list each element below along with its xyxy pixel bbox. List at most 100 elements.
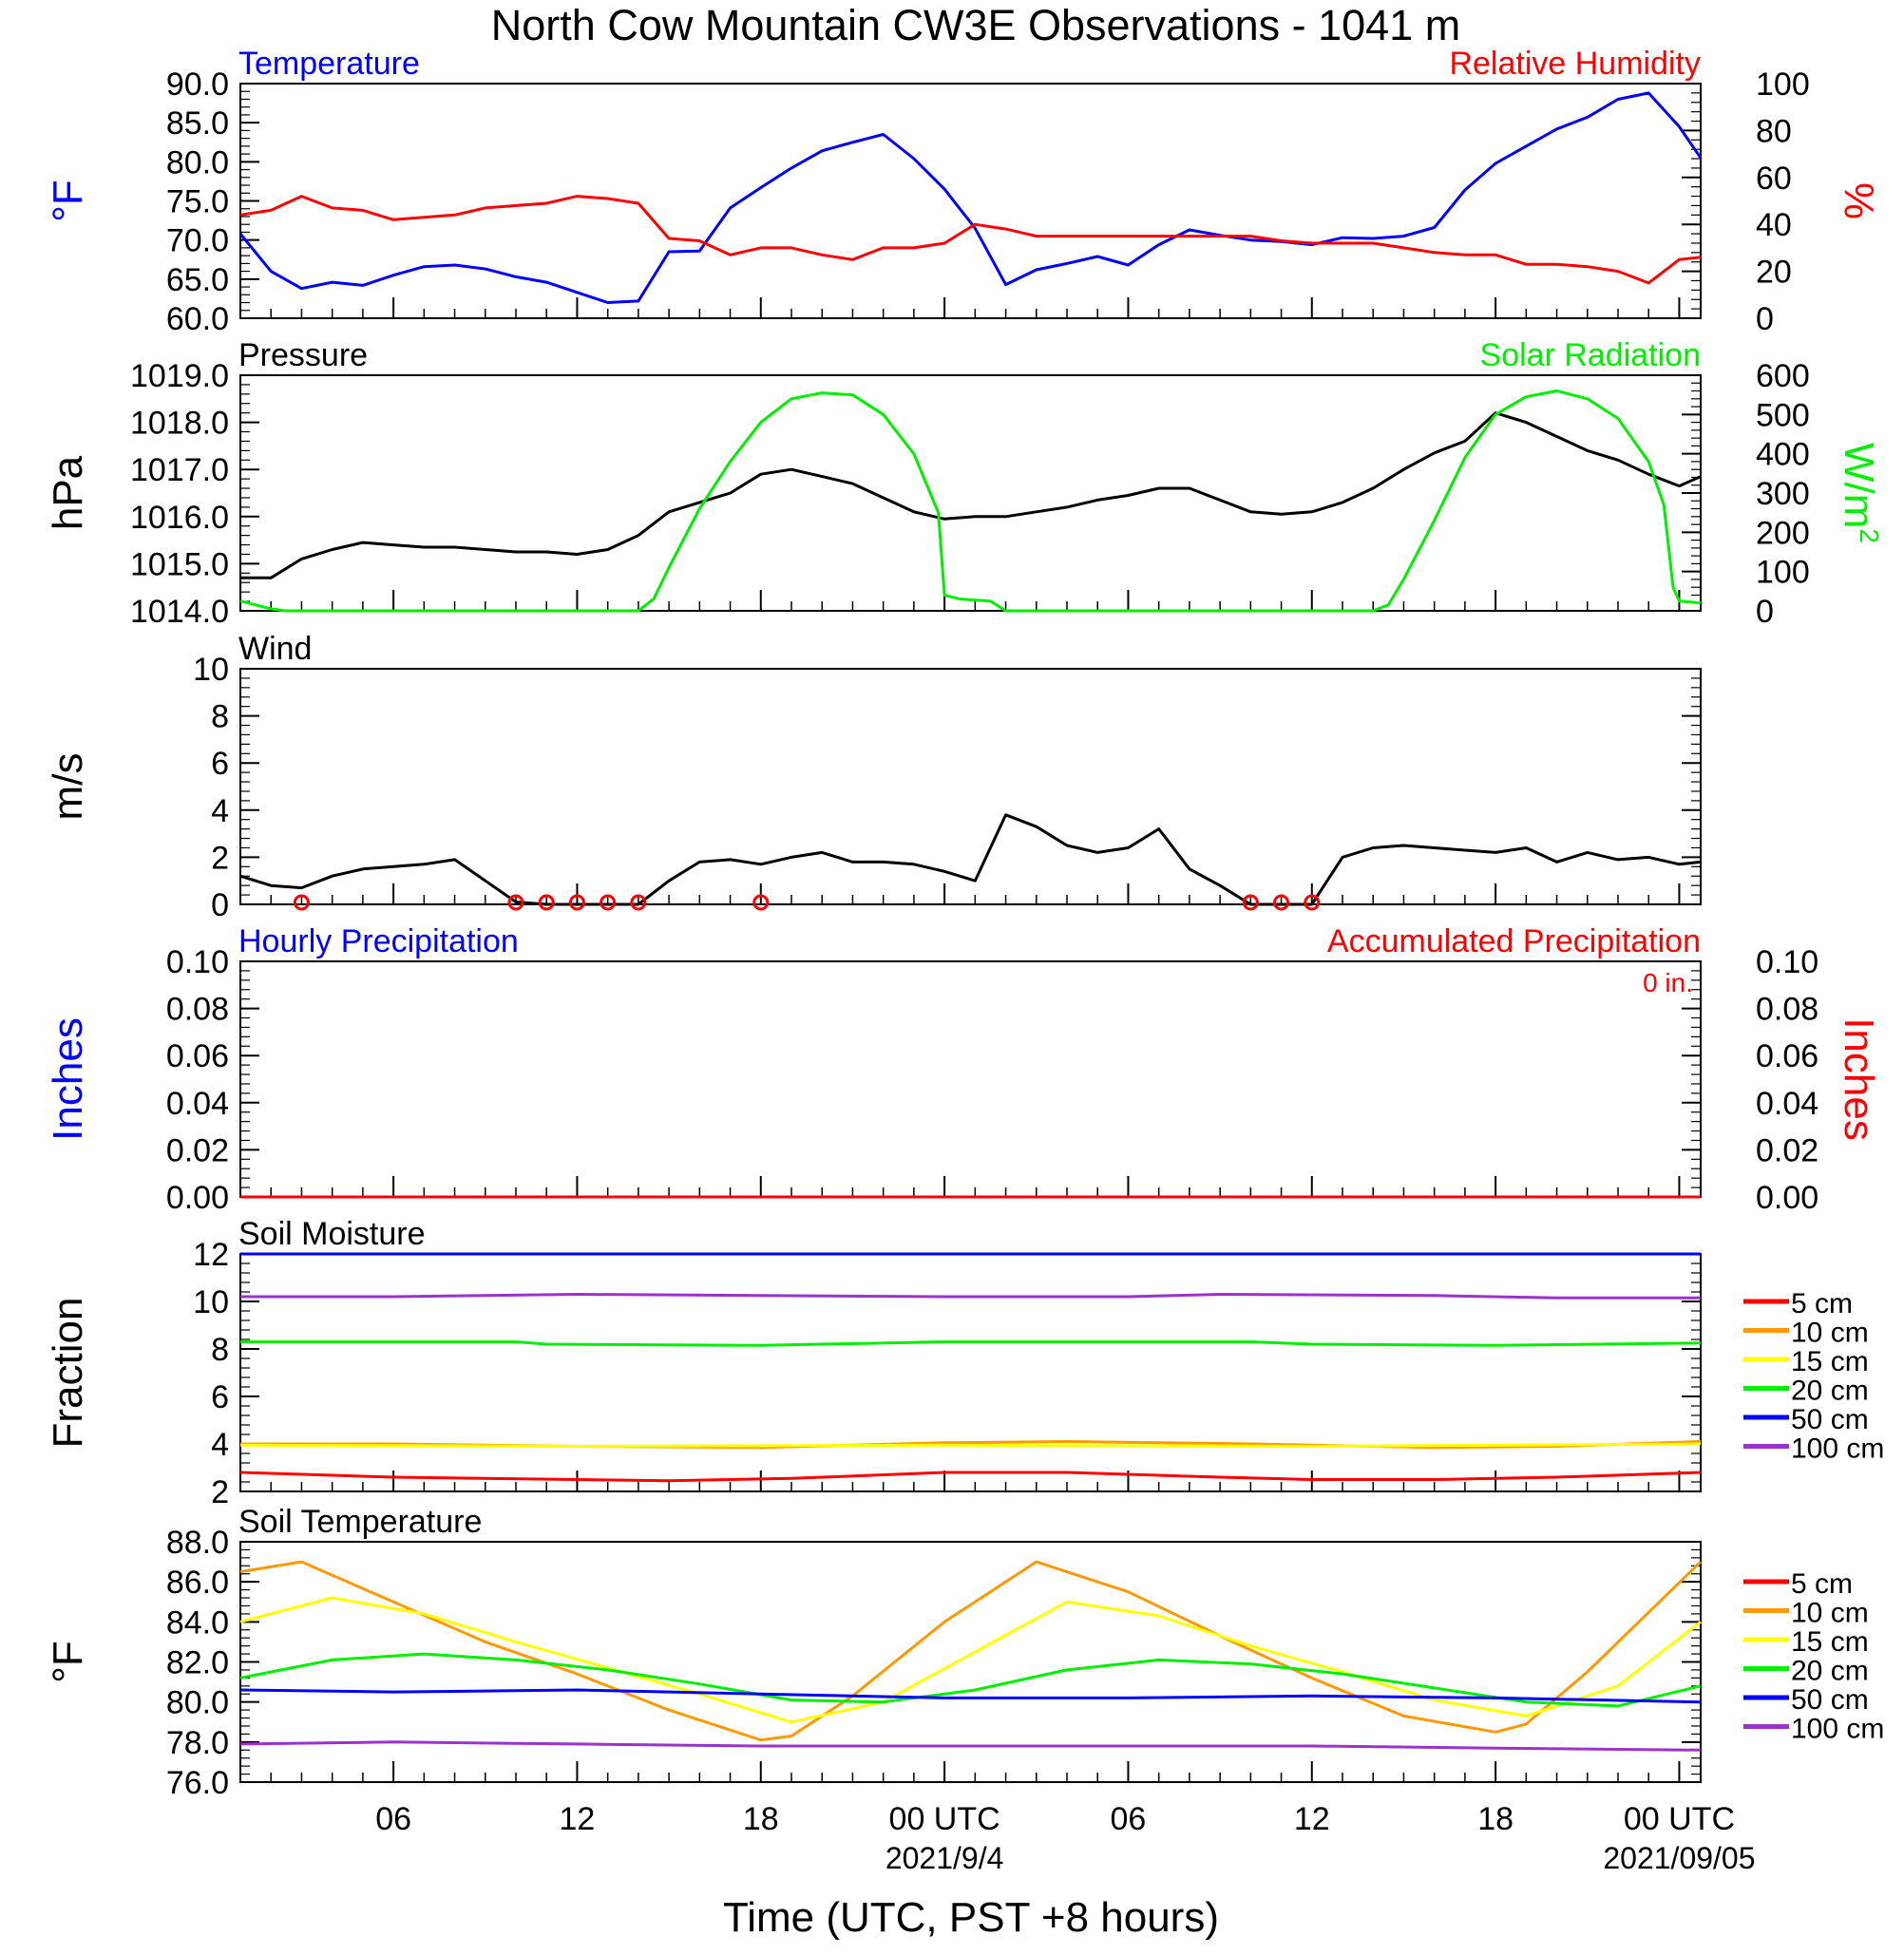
panel-frame <box>239 960 1702 1198</box>
y-tick-label: 10 <box>193 1284 229 1320</box>
y-tick-label: 80.0 <box>166 1685 229 1721</box>
series-line-100-cm <box>240 1293 1701 1300</box>
y-tick-label: 75.0 <box>166 184 229 220</box>
y-tick-label: 1014.0 <box>130 594 229 630</box>
y-tick-label: 0.08 <box>166 992 229 1028</box>
series-line-100-cm <box>239 1740 1702 1752</box>
x-tick-label: 12 <box>560 1801 596 1837</box>
calm-marker <box>752 894 770 911</box>
y-tick-label: 10 <box>193 652 229 688</box>
y-tick-label-right: 0 <box>1756 301 1774 337</box>
y-tick-label: 85.0 <box>166 105 229 142</box>
y-tick-label: 84.0 <box>166 1604 229 1641</box>
y-tick-label-right: 100 <box>1756 66 1810 103</box>
series-line-10-cm <box>239 1560 1703 1742</box>
series-line-solar-radiation <box>239 389 1702 613</box>
panel-title-left: Soil Temperature <box>238 1504 482 1540</box>
series-line-15-cm <box>239 1442 1702 1448</box>
calm-marker <box>507 894 524 911</box>
panel-annotation: 0 in. <box>1643 968 1693 997</box>
y-tick-label: 0.10 <box>166 944 229 980</box>
legend-label: 5 cm <box>1791 1288 1853 1319</box>
y-tick-label-right: 600 <box>1756 358 1810 394</box>
series-line-temperature <box>238 91 1703 304</box>
y-axis-label-left: Inches <box>45 1017 91 1141</box>
panel-title-left: Pressure <box>238 337 368 373</box>
panel-frame <box>239 83 1702 319</box>
calm-marker <box>1273 894 1290 911</box>
x-tick-label: 00 UTC <box>1624 1801 1735 1837</box>
y-tick-label: 4 <box>211 793 229 829</box>
y-tick-label-right: 40 <box>1756 207 1792 243</box>
y-tick-label: 82.0 <box>166 1645 229 1681</box>
panel-title-left: Temperature <box>238 46 420 82</box>
y-tick-label: 0.00 <box>166 1180 229 1216</box>
y-tick-label: 2 <box>211 840 229 876</box>
y-tick-label: 65.0 <box>166 262 229 298</box>
legend-label: 50 cm <box>1791 1404 1869 1435</box>
x-date-label: 2021/09/05 <box>1603 1841 1755 1875</box>
y-axis-label-right: Inches <box>1836 1017 1882 1141</box>
y-tick-label: 80.0 <box>166 144 229 180</box>
series-line-50-cm <box>239 1688 1702 1704</box>
y-tick-label: 0.02 <box>166 1132 229 1168</box>
y-tick-label: 6 <box>211 746 229 782</box>
y-tick-label-right: 0.06 <box>1756 1038 1818 1074</box>
y-axis-label-right: % <box>1836 182 1882 219</box>
calm-marker <box>568 894 585 911</box>
y-tick-label: 88.0 <box>166 1525 229 1561</box>
panel-title-left: Hourly Precipitation <box>238 923 519 959</box>
x-axis-label: Time (UTC, PST +8 hours) <box>723 1894 1219 1941</box>
series-line-5-cm <box>239 1471 1702 1483</box>
panel-title-left: Soil Moisture <box>238 1216 426 1252</box>
calm-marker <box>1304 894 1321 911</box>
calm-marker <box>1242 894 1259 911</box>
legend-label: 10 cm <box>1791 1318 1869 1349</box>
y-axis-label-left: m/s <box>45 753 91 821</box>
series-line-20-cm <box>239 1652 1702 1708</box>
y-tick-label: 1017.0 <box>130 452 229 488</box>
y-tick-label: 2 <box>211 1474 229 1510</box>
calm-marker <box>630 894 647 911</box>
chart-title: North Cow Mountain CW3E Observations - 1… <box>491 1 1460 49</box>
panel-title-left: Wind <box>238 631 312 667</box>
legend-label: 15 cm <box>1791 1626 1869 1658</box>
y-tick-label-right: 200 <box>1756 515 1810 551</box>
y-axis-label-left: Fraction <box>45 1298 91 1449</box>
panel-title-right: Solar Radiation <box>1480 337 1701 373</box>
y-tick-label: 1015.0 <box>130 546 229 582</box>
y-tick-label-right: 80 <box>1756 113 1792 149</box>
y-tick-label-right: 400 <box>1756 437 1810 473</box>
y-axis-label-left: hPa <box>45 455 91 530</box>
y-tick-label: 60.0 <box>166 301 229 337</box>
series-line-pressure <box>240 411 1702 579</box>
y-axis-label-right: W/m2 <box>1836 443 1884 543</box>
x-tick-label: 12 <box>1294 1801 1330 1837</box>
y-tick-label: 4 <box>211 1427 229 1463</box>
x-tick-label: 18 <box>743 1801 779 1837</box>
x-tick-label: 06 <box>375 1801 411 1837</box>
series-line-20-cm <box>240 1340 1702 1347</box>
panel-frame <box>239 374 1702 612</box>
y-tick-label: 78.0 <box>166 1725 229 1761</box>
legend-label: 50 cm <box>1791 1684 1869 1716</box>
legend-label: 100 cm <box>1791 1433 1884 1465</box>
legend-label: 100 cm <box>1791 1714 1884 1745</box>
y-tick-label-right: 20 <box>1756 255 1792 291</box>
y-tick-label: 0 <box>211 887 229 923</box>
y-tick-label-right: 100 <box>1756 555 1810 591</box>
y-tick-label: 90.0 <box>166 66 229 103</box>
panel-title-right: Accumulated Precipitation <box>1327 923 1701 959</box>
x-tick-label: 06 <box>1111 1801 1147 1837</box>
y-tick-label: 70.0 <box>166 223 229 259</box>
series-line-wind <box>239 813 1702 906</box>
series-line-relative-humidity <box>239 195 1702 285</box>
y-tick-label-right: 0.10 <box>1756 944 1818 980</box>
y-tick-label: 0.06 <box>166 1038 229 1074</box>
y-tick-label-right: 0.04 <box>1756 1086 1818 1122</box>
y-tick-label-right: 0.00 <box>1756 1180 1818 1216</box>
y-axis-label-left: °F <box>45 1641 91 1682</box>
y-tick-label-right: 0.08 <box>1756 992 1818 1028</box>
